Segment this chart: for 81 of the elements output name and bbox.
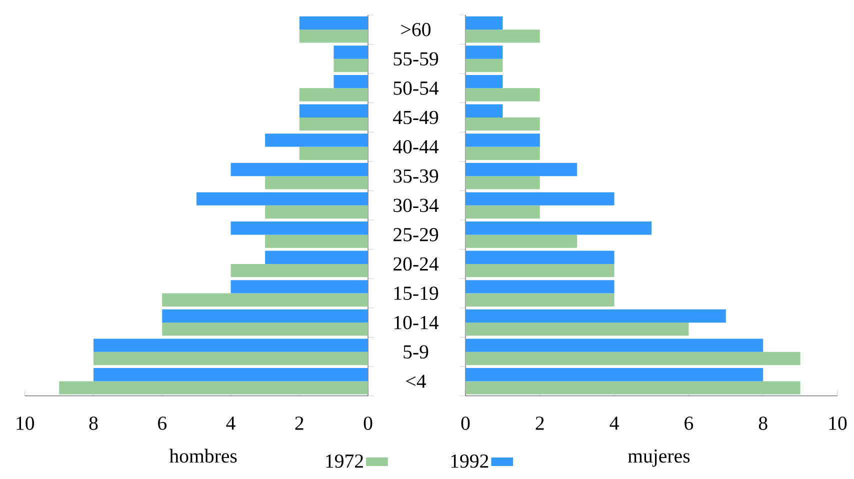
x-tick-label: 10 — [829, 416, 847, 430]
bar — [465, 176, 540, 190]
bar — [465, 146, 540, 160]
x-tick-label: 6 — [684, 416, 694, 430]
bar — [230, 264, 368, 277]
bar — [230, 162, 368, 176]
bar — [299, 29, 368, 43]
bar — [465, 104, 503, 118]
y-tick-label: 50-54 — [394, 81, 439, 95]
bar — [465, 88, 540, 102]
bar — [465, 74, 503, 88]
bar — [465, 309, 726, 322]
bar — [465, 162, 578, 176]
bar — [334, 58, 368, 72]
bar — [465, 221, 652, 234]
bar — [465, 293, 614, 306]
bar — [465, 368, 764, 382]
x-tick-label: 0 — [364, 416, 372, 430]
bar — [465, 264, 614, 277]
x-tick-label: 8 — [758, 416, 768, 430]
bar — [465, 381, 800, 394]
x-tick-label: 6 — [158, 416, 166, 430]
bar — [265, 176, 368, 190]
bar — [299, 104, 368, 118]
y-tick-label: 35-39 — [394, 169, 438, 183]
x-axis-title: mujeres — [628, 449, 690, 467]
bar — [299, 88, 368, 102]
bar — [465, 192, 614, 206]
bar — [93, 368, 368, 382]
bar — [93, 352, 368, 365]
bar — [162, 293, 368, 306]
bar — [59, 381, 368, 394]
legend-label: 1972 — [326, 454, 363, 468]
bar — [465, 117, 540, 130]
bar — [465, 322, 689, 336]
y-tick-label: <4 — [406, 374, 426, 388]
bar — [334, 74, 368, 88]
bar — [465, 352, 800, 365]
y-tick-label: 5-9 — [404, 345, 428, 358]
x-tick-label: 10 — [16, 416, 34, 430]
bar — [334, 45, 368, 59]
y-tick-label: >60 — [401, 22, 431, 36]
bar — [465, 133, 540, 147]
bar — [162, 309, 368, 322]
bar — [299, 16, 368, 30]
bar — [265, 234, 368, 248]
x-tick-label: 4 — [610, 416, 619, 430]
bar — [93, 338, 368, 352]
bar — [465, 16, 503, 30]
bar — [465, 280, 614, 294]
y-tick-label: 10-14 — [394, 316, 439, 330]
y-tick-label: 55-59 — [394, 52, 438, 66]
bar — [265, 250, 368, 264]
bar — [230, 221, 368, 234]
bar — [465, 234, 578, 248]
y-tick-label: 45-49 — [393, 110, 438, 124]
y-tick-label: 25-29 — [394, 228, 438, 242]
y-tick-label: 15-19 — [394, 286, 438, 300]
bar — [299, 117, 368, 130]
y-tick-label: 20-24 — [394, 257, 439, 270]
bar — [465, 29, 540, 43]
legend-label: 1992 — [451, 454, 488, 468]
bar — [196, 192, 368, 206]
x-tick-label: 8 — [89, 416, 98, 430]
bar — [162, 322, 368, 336]
bar — [465, 205, 540, 218]
bar — [265, 133, 368, 147]
x-axis-title: hombres — [169, 448, 237, 463]
y-tick-label: 30-34 — [394, 198, 439, 212]
x-tick-label: 2 — [536, 416, 544, 430]
bar — [465, 58, 503, 72]
x-tick-label: 0 — [461, 416, 470, 430]
x-tick-label: 4 — [226, 416, 236, 430]
bar — [230, 280, 368, 294]
bar — [465, 250, 614, 264]
y-tick-label: 40-44 — [393, 140, 439, 154]
bar — [465, 45, 503, 59]
x-tick-label: 2 — [295, 416, 304, 430]
bar — [299, 146, 368, 160]
bar — [265, 205, 368, 218]
bar — [465, 338, 764, 352]
